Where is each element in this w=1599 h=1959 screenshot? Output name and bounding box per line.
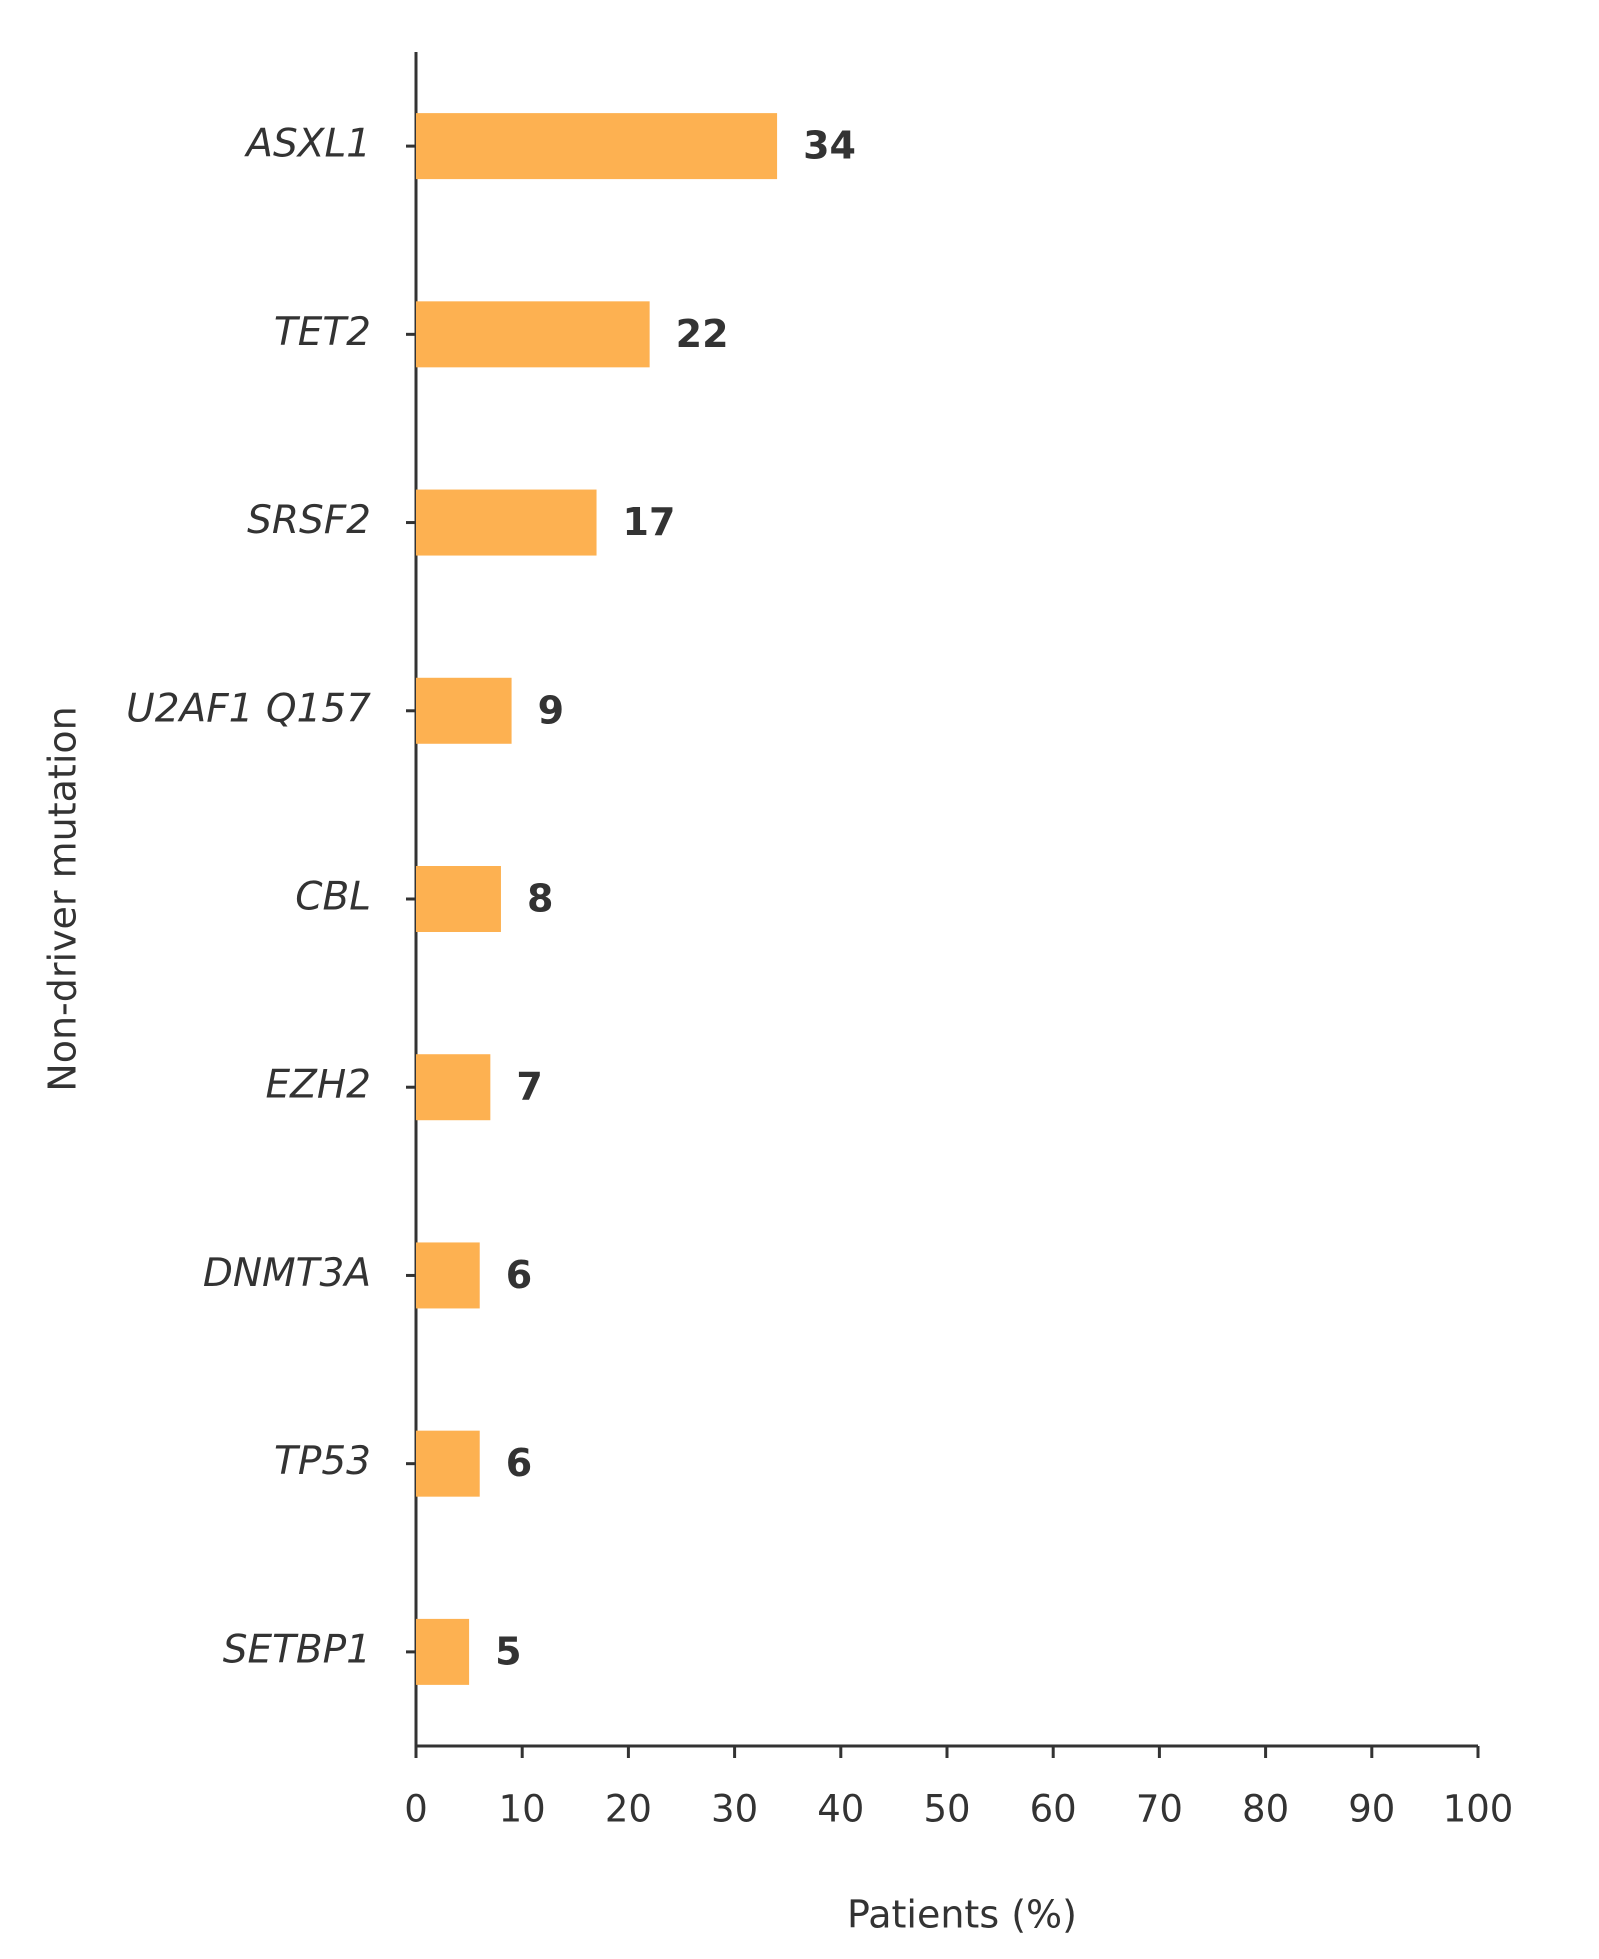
y-tick-label: TET2 — [274, 310, 371, 355]
x-tick-label: 90 — [1348, 1788, 1395, 1831]
x-tick-label: 50 — [923, 1788, 970, 1831]
x-axis-label: Patients (%) — [847, 1893, 1077, 1937]
y-tick-label: EZH2 — [266, 1063, 372, 1108]
value-label: 6 — [506, 1441, 532, 1485]
y-tick-label: DNMT3A — [203, 1251, 371, 1296]
bar — [416, 489, 597, 556]
value-label: 22 — [676, 312, 729, 356]
bar — [416, 1618, 470, 1685]
y-tick-label: CBL — [295, 875, 371, 920]
x-tick-label: 80 — [1242, 1788, 1289, 1831]
bar — [416, 866, 501, 932]
x-tick-label: 30 — [711, 1788, 758, 1831]
y-tick-label: SRSF2 — [247, 498, 371, 543]
bar — [416, 1242, 480, 1309]
bar — [416, 1054, 491, 1121]
bar — [416, 113, 778, 180]
x-tick-label: 70 — [1136, 1788, 1183, 1831]
value-label: 7 — [516, 1065, 542, 1109]
y-tick-label: TP53 — [274, 1439, 371, 1484]
x-tick-label: 10 — [499, 1788, 546, 1831]
bar — [416, 1430, 480, 1497]
x-tick-label: 60 — [1030, 1788, 1077, 1831]
x-tick-label: 0 — [404, 1788, 428, 1831]
value-label: 8 — [527, 877, 553, 921]
y-axis-label: Non-driver mutation — [41, 706, 85, 1091]
value-label: 17 — [623, 500, 676, 544]
y-tick-label: ASXL1 — [243, 122, 371, 167]
x-tick-label: 100 — [1443, 1788, 1514, 1831]
y-tick-label: SETBP1 — [223, 1627, 371, 1672]
bar — [416, 301, 650, 368]
value-label: 6 — [506, 1253, 532, 1297]
x-tick-label: 20 — [605, 1788, 652, 1831]
value-label: 34 — [803, 124, 856, 168]
x-tick-label: 40 — [817, 1788, 864, 1831]
value-label: 5 — [495, 1629, 521, 1673]
bar — [416, 677, 512, 744]
y-tick-label: U2AF1 Q157 — [126, 686, 371, 731]
value-label: 9 — [538, 688, 564, 732]
